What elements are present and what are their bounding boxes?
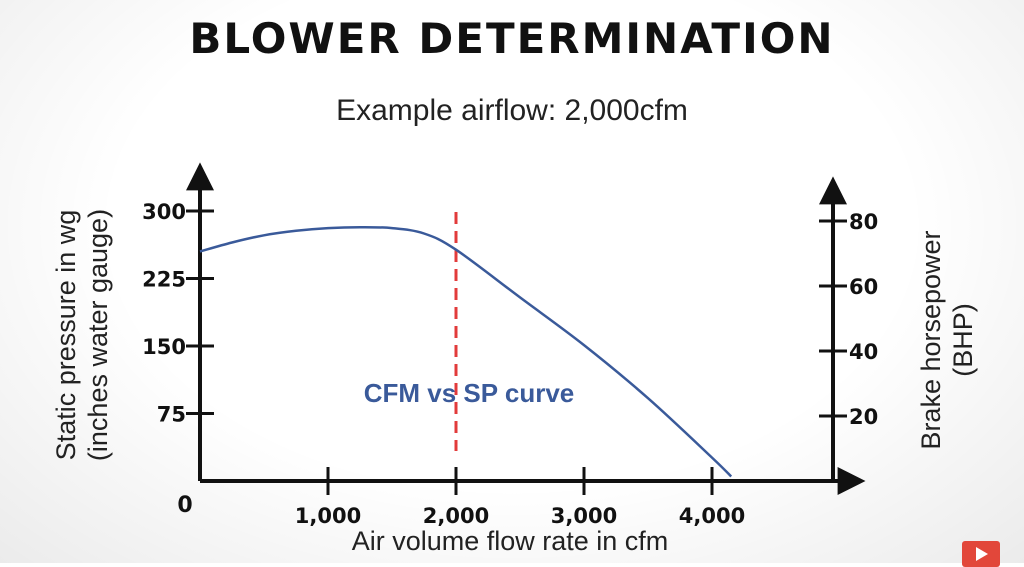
- y-axis-left-label: Static pressure in wg (inches water gaug…: [50, 175, 114, 495]
- page-subtitle: Example airflow: 2,000cfm: [336, 94, 688, 127]
- y-right-tick-label: 20: [849, 405, 878, 429]
- y-left-tick-label: 75: [157, 403, 186, 427]
- y-left-tick-label: 225: [142, 268, 186, 292]
- x-tick-label: 1,000: [295, 504, 361, 528]
- x-tick-label: 2,000: [423, 504, 489, 528]
- y-left-tick-label: 300: [142, 200, 186, 224]
- x-tick-label: 3,000: [551, 504, 617, 528]
- y-right-ticks: 20 40 60 80: [819, 210, 878, 429]
- y-axis-right-label-line1: Brake horsepower: [916, 230, 946, 450]
- y-axis-right-label-line2: (BHP): [948, 303, 978, 377]
- y-right-tick-label: 40: [849, 340, 878, 364]
- y-axis-right-label: Brake horsepower (BHP): [915, 180, 979, 500]
- play-icon[interactable]: [962, 541, 1000, 567]
- origin-label: 0: [177, 493, 192, 518]
- y-right-tick-label: 60: [849, 275, 878, 299]
- x-axis-label: Air volume flow rate in cfm: [351, 526, 669, 556]
- series-label: CFM vs SP curve: [364, 378, 575, 408]
- x-tick-label: 4,000: [679, 504, 745, 528]
- y-left-ticks: 75 150 225 300: [142, 200, 214, 427]
- page-title: BLOWER DETERMINATION: [189, 14, 835, 63]
- x-ticks: 1,000 2,000 3,000 4,000: [295, 467, 745, 528]
- y-axis-left-label-line2: (inches water gauge): [83, 208, 113, 462]
- y-left-tick-label: 150: [142, 335, 186, 359]
- y-right-tick-label: 80: [849, 210, 878, 234]
- y-axis-left-label-line1: Static pressure in wg: [51, 209, 81, 461]
- series-line-cfm-vs-sp: [199, 225, 733, 478]
